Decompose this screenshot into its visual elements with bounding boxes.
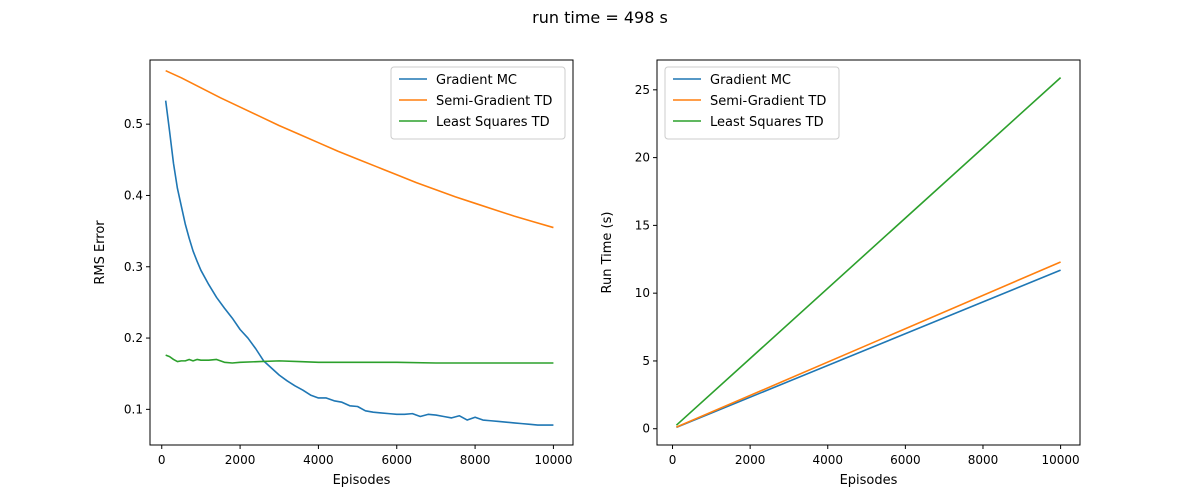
run-time-y-tick-label: 15: [635, 218, 650, 232]
rms-error-y-tick-label: 0.1: [124, 402, 143, 416]
run-time-chart: 0 2000 4000 6000 8000 10000 0 5 10 15 20 25 Episodes…: [600, 59, 1081, 488]
rms-error-series-line-2: [165, 69, 554, 229]
rms-error-x-axis-label: Episodes: [333, 473, 391, 488]
rms-error-chart: 0 2000 4000 6000 8000 10000 0.1 0.2 0.3 0.4 0.5 Epi…: [93, 59, 574, 488]
rms-error-x-tick-label: 4000: [303, 453, 334, 467]
figure-title: run time = 498 s: [532, 8, 668, 27]
run-time-x-tick-label: 6000: [890, 453, 921, 467]
run-time-series-line-1: [676, 269, 1061, 429]
run-time-y-tick-label: 25: [635, 83, 650, 97]
run-time-axes-frame: [656, 59, 1081, 446]
rms-error-legend-label: Least Squares TD: [436, 115, 550, 130]
rms-error-axes-frame: [149, 59, 574, 446]
rms-error-y-tick-label: 0.2: [124, 331, 143, 345]
rms-error-y-tick-label: 0.5: [124, 117, 143, 131]
run-time-y-tick-label: 20: [635, 151, 650, 165]
rms-error-x-tick-label: 10000: [534, 453, 572, 467]
run-time-y-axis-label: Run Time (s): [600, 212, 615, 294]
rms-error-series-line-3: [165, 354, 554, 364]
run-time-legend: Gradient MC Semi-Gradient TD Least Squares…: [664, 66, 840, 140]
run-time-legend-label: Least Squares TD: [710, 115, 824, 130]
run-time-x-tick-label: 4000: [812, 453, 843, 467]
run-time-y-tick-label: 5: [642, 354, 650, 368]
run-time-y-tick-label: 10: [635, 286, 650, 300]
run-time-legend-label: Semi-Gradient TD: [710, 94, 826, 109]
rms-error-legend-label: Semi-Gradient TD: [436, 94, 552, 109]
run-time-y-tick-label: 0: [642, 422, 650, 436]
rms-error-legend-label: Gradient MC: [436, 73, 517, 88]
rms-error-legend-box: [390, 66, 566, 140]
rms-error-legend: Gradient MC Semi-Gradient TD Least Squares…: [390, 66, 566, 140]
rms-error-series-line-1: [164, 100, 554, 426]
rms-error-x-tick-label: 8000: [460, 453, 491, 467]
run-time-series-line-3: [675, 77, 1062, 426]
rms-error-x-tick-label: 6000: [381, 453, 412, 467]
run-time-x-tick-label: 10000: [1042, 453, 1080, 467]
run-time-series-line-2: [676, 261, 1061, 428]
run-time-x-tick-label: 2000: [735, 453, 766, 467]
rms-error-y-axis-label: RMS Error: [93, 220, 108, 285]
run-time-legend-box: [664, 66, 840, 140]
rms-error-y-tick-label: 0.4: [124, 188, 143, 202]
run-time-legend-label: Gradient MC: [710, 73, 791, 88]
rms-error-x-tick-label: 0: [158, 453, 166, 467]
run-time-x-tick-label: 8000: [968, 453, 999, 467]
run-time-x-axis-label: Episodes: [840, 473, 898, 488]
rms-error-y-tick-label: 0.3: [124, 260, 143, 274]
run-time-x-tick-label: 0: [669, 453, 677, 467]
rms-error-x-tick-label: 2000: [225, 453, 256, 467]
